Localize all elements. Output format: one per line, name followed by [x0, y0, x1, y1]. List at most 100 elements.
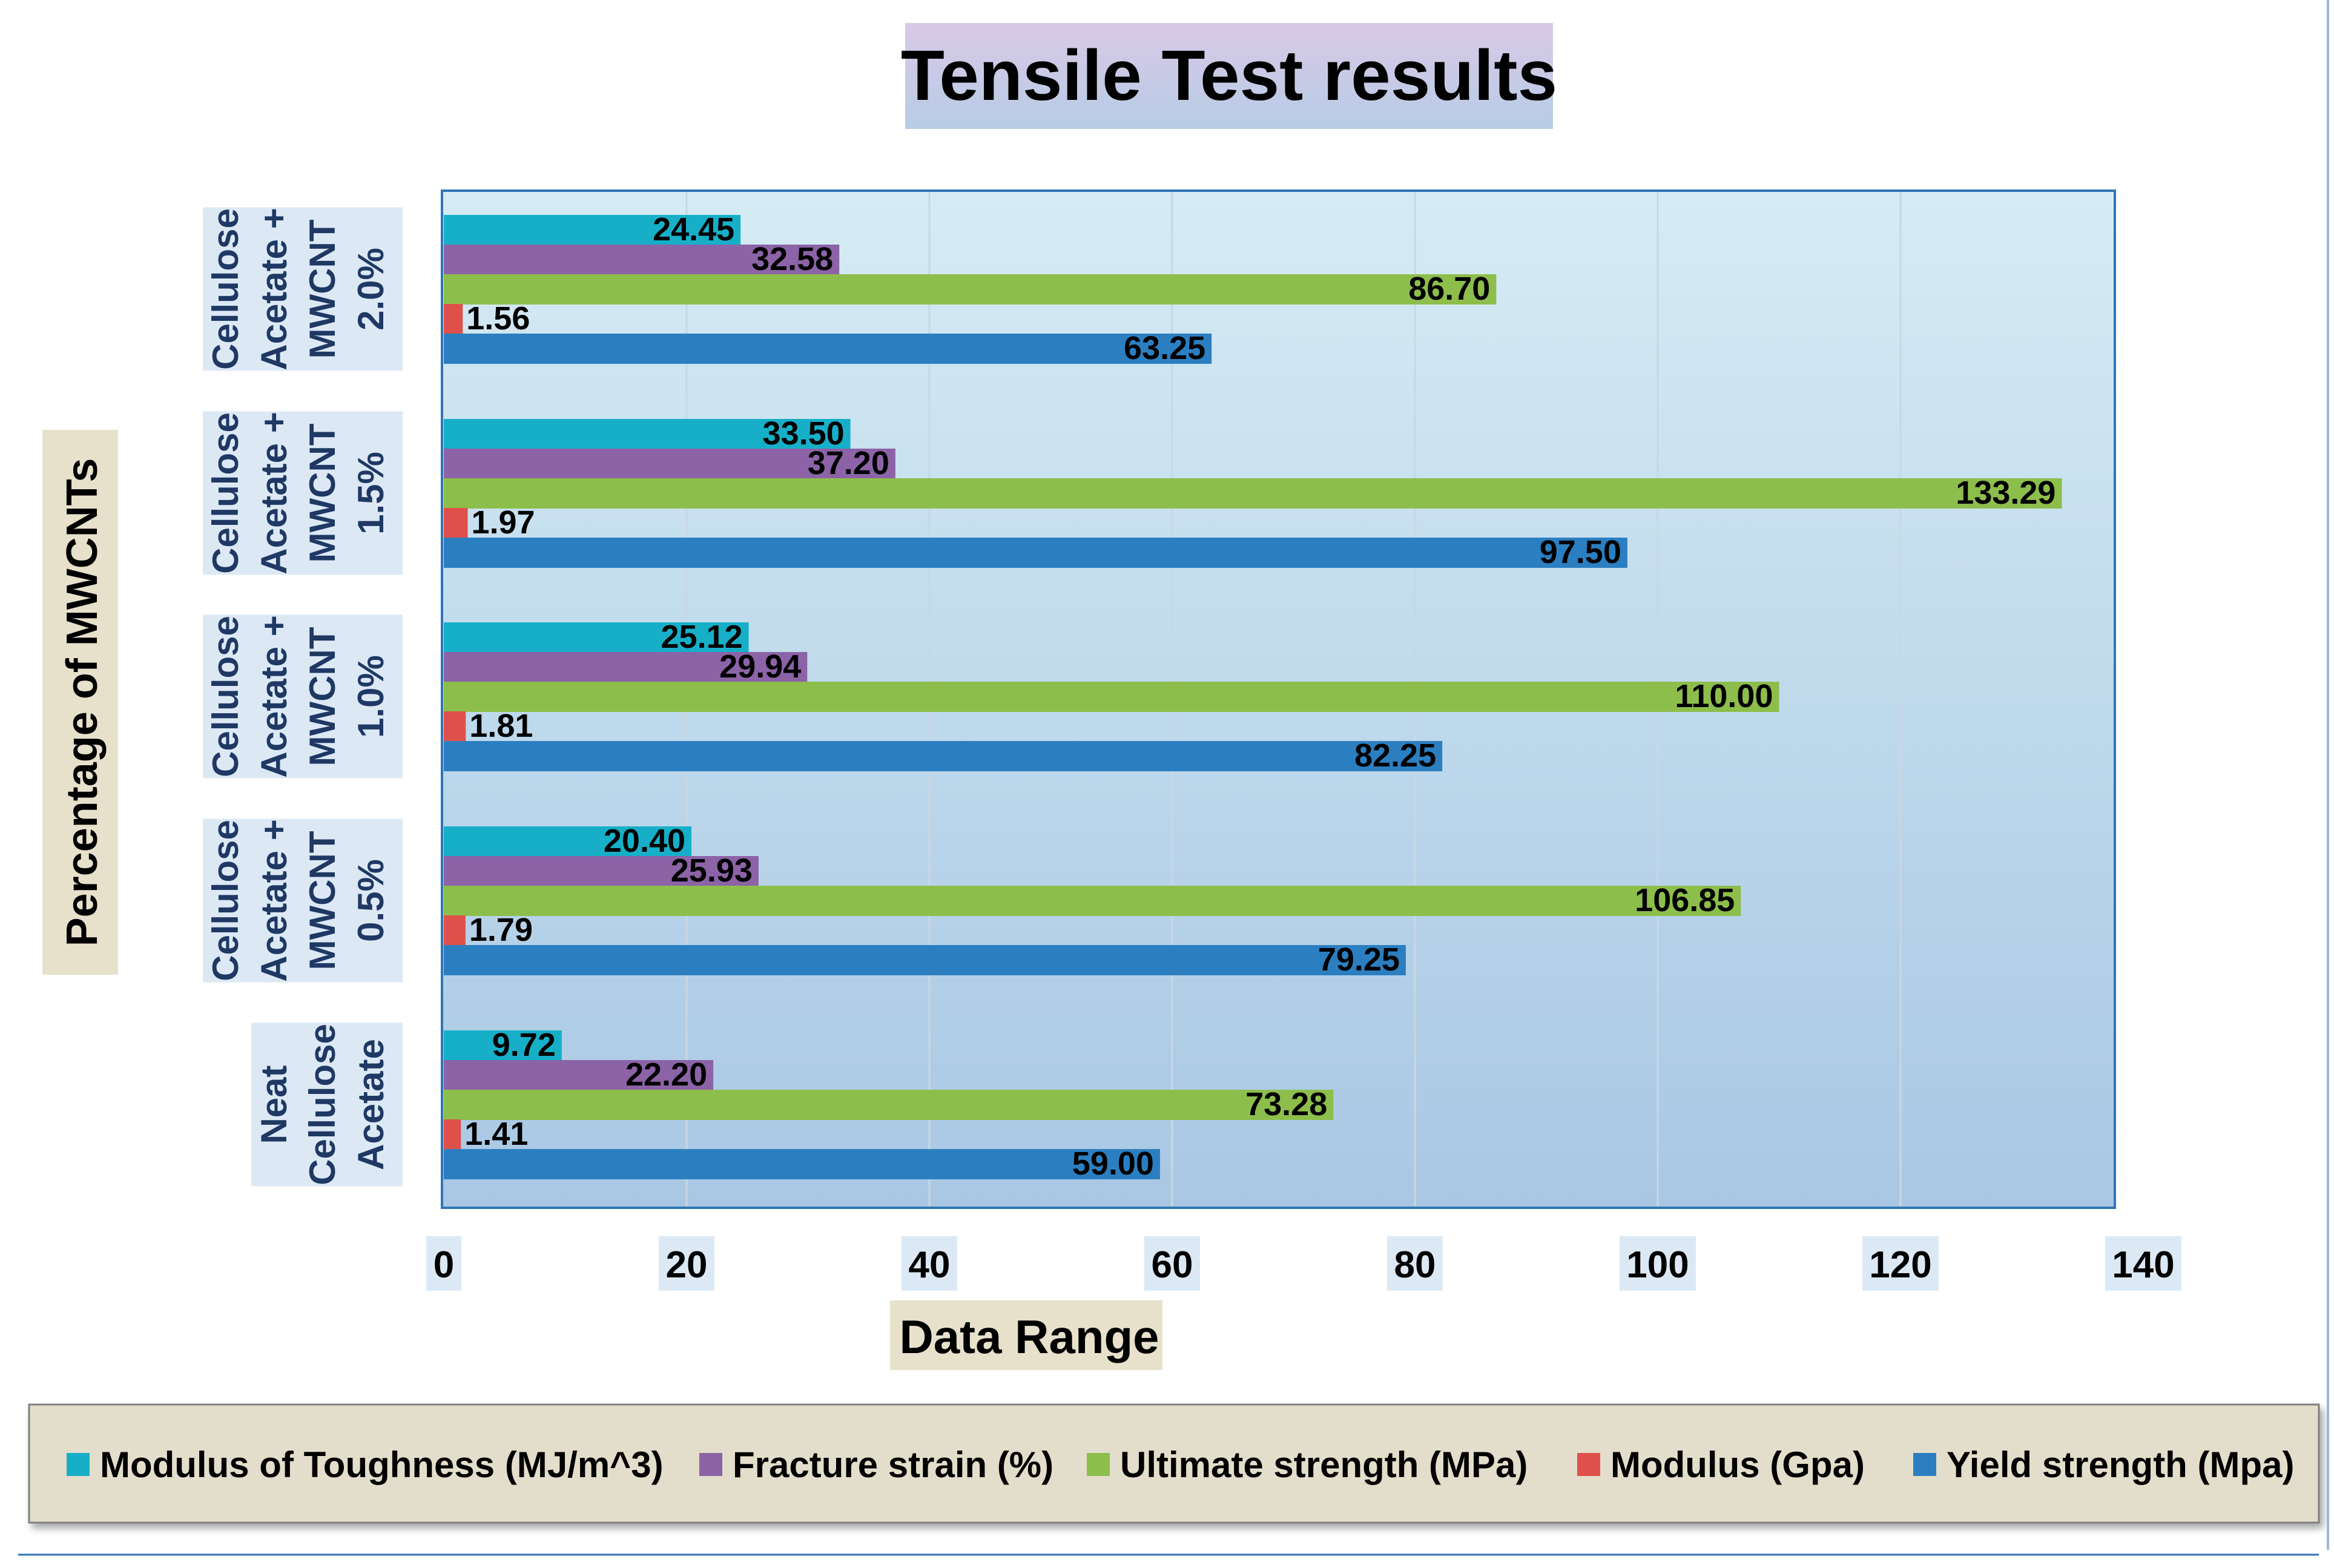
legend: Modulus of Toughness (MJ/m^3) Fracture st… [67, 1444, 2294, 1485]
chart-title: Tensile Test results [901, 36, 1557, 116]
category-label-line: MWCNT [302, 627, 343, 766]
bar [444, 945, 1406, 975]
bar-value-label: 110.00 [1675, 678, 1773, 714]
bar-value-label: 1.81 [469, 708, 533, 744]
bar-value-label: 73.28 [1245, 1086, 1327, 1122]
category-label-line: Acetate + [254, 819, 294, 981]
x-tick-label: 20 [666, 1244, 708, 1286]
category-label-box [251, 1023, 403, 1187]
bar [444, 652, 808, 682]
bar-value-label: 1.56 [466, 300, 530, 337]
x-axis-ticks: 0 20 40 60 80 100 120 140 [426, 1236, 2181, 1291]
category-label-line: 0.5% [351, 859, 391, 942]
bar-value-label: 97.50 [1540, 534, 1621, 570]
legend-swatch [699, 1453, 722, 1476]
bar [444, 215, 741, 245]
x-tick-box [902, 1236, 957, 1291]
chart-title-box [905, 23, 1553, 129]
category-label-line: Cellulose [302, 1024, 343, 1185]
x-tick-label: 100 [1626, 1244, 1689, 1286]
chart-title-group: Tensile Test results [901, 23, 1557, 129]
legend-label: Modulus of Toughness (MJ/m^3) [100, 1444, 664, 1485]
x-tick-box [1620, 1236, 1696, 1291]
bar-value-label: 25.93 [671, 852, 753, 889]
bar-value-label: 32.58 [751, 241, 833, 277]
bar [444, 274, 1497, 305]
x-axis-title: Data Range [899, 1310, 1159, 1363]
bar [444, 741, 1443, 771]
x-axis-title-box [890, 1300, 1162, 1370]
bar [444, 538, 1627, 568]
bar-value-label: 33.50 [763, 415, 845, 452]
bar [444, 915, 466, 946]
bar [444, 334, 1212, 364]
bar-value-label: 9.72 [492, 1027, 556, 1063]
bar-value-label: 22.20 [625, 1056, 707, 1093]
bar-value-label: 63.25 [1124, 330, 1205, 366]
x-tick-box [426, 1236, 461, 1291]
legend-swatch [1577, 1453, 1600, 1476]
legend-swatch [1087, 1453, 1110, 1476]
bar [444, 856, 759, 886]
bar-value-label: 1.79 [469, 912, 533, 948]
bar [444, 1149, 1160, 1179]
bar-value-label: 29.94 [719, 648, 801, 685]
x-tick-label: 0 [434, 1244, 454, 1286]
y-axis-title: Percentage of MWCNTs [58, 458, 107, 947]
category-label-line: Cellulose [205, 208, 246, 370]
bar [444, 682, 1779, 712]
x-tick-label: 60 [1152, 1244, 1193, 1286]
bar-value-label: 82.25 [1354, 737, 1436, 774]
bar [444, 711, 466, 742]
bars [444, 215, 2062, 1179]
category-label-line: MWCNT [302, 424, 343, 563]
category-label-line: 1.5% [351, 452, 391, 535]
bar [444, 304, 463, 334]
x-tick-box [2105, 1236, 2181, 1291]
legend-swatch [1913, 1453, 1936, 1476]
category-label-line: Acetate + [254, 412, 294, 574]
category-label-line: Cellulose [205, 412, 246, 574]
y-axis-title-box [42, 430, 118, 975]
category-label-line: Cellulose [205, 616, 246, 777]
bar-value-label: 20.40 [604, 823, 685, 859]
bar-value-label: 1.97 [471, 504, 535, 541]
bar [444, 419, 851, 449]
category-label-box [203, 207, 403, 371]
bar [444, 1030, 562, 1061]
x-tick-box [1862, 1236, 1939, 1291]
category-label-line: Acetate [351, 1039, 391, 1170]
category-label-line: MWCNT [302, 831, 343, 970]
bar-value-label: 133.29 [1956, 475, 2055, 511]
category-label-line: MWCNT [302, 220, 343, 359]
bar [444, 1090, 1334, 1120]
category-label-line: Acetate + [254, 208, 294, 370]
bar [444, 1060, 714, 1090]
category-label-line: Neat [254, 1065, 294, 1144]
category-label-line: Cellulose [205, 820, 246, 981]
category-label-box [203, 411, 403, 575]
bar [444, 622, 749, 653]
x-tick-box [1387, 1236, 1443, 1291]
x-tick-label: 120 [1869, 1244, 1931, 1286]
bar [444, 826, 692, 857]
bar-value-label: 24.45 [653, 211, 734, 248]
bar [444, 508, 468, 538]
legend-swatch [67, 1453, 90, 1476]
bar [444, 449, 895, 479]
category-label-line: Acetate + [254, 615, 294, 777]
category-label-box [203, 819, 403, 983]
x-tick-label: 80 [1394, 1244, 1436, 1286]
legend-label: Yield strength (Mpa) [1947, 1444, 2294, 1485]
legend-label: Ultimate strength (MPa) [1120, 1444, 1528, 1485]
y-axis-categories: Cellulose Acetate + MWCNT 2.0%Cellulose Acet… [203, 207, 403, 1187]
category-label-box [203, 614, 403, 779]
bar-value-label: 86.70 [1408, 271, 1490, 307]
legend-box [28, 1403, 2320, 1524]
bar-value-label: 37.20 [808, 445, 889, 481]
x-tick-box [659, 1236, 714, 1291]
bar-value-label: 25.12 [661, 619, 743, 655]
category-label-line: 1.0% [351, 655, 391, 738]
legend-label: Fracture strain (%) [733, 1444, 1053, 1485]
